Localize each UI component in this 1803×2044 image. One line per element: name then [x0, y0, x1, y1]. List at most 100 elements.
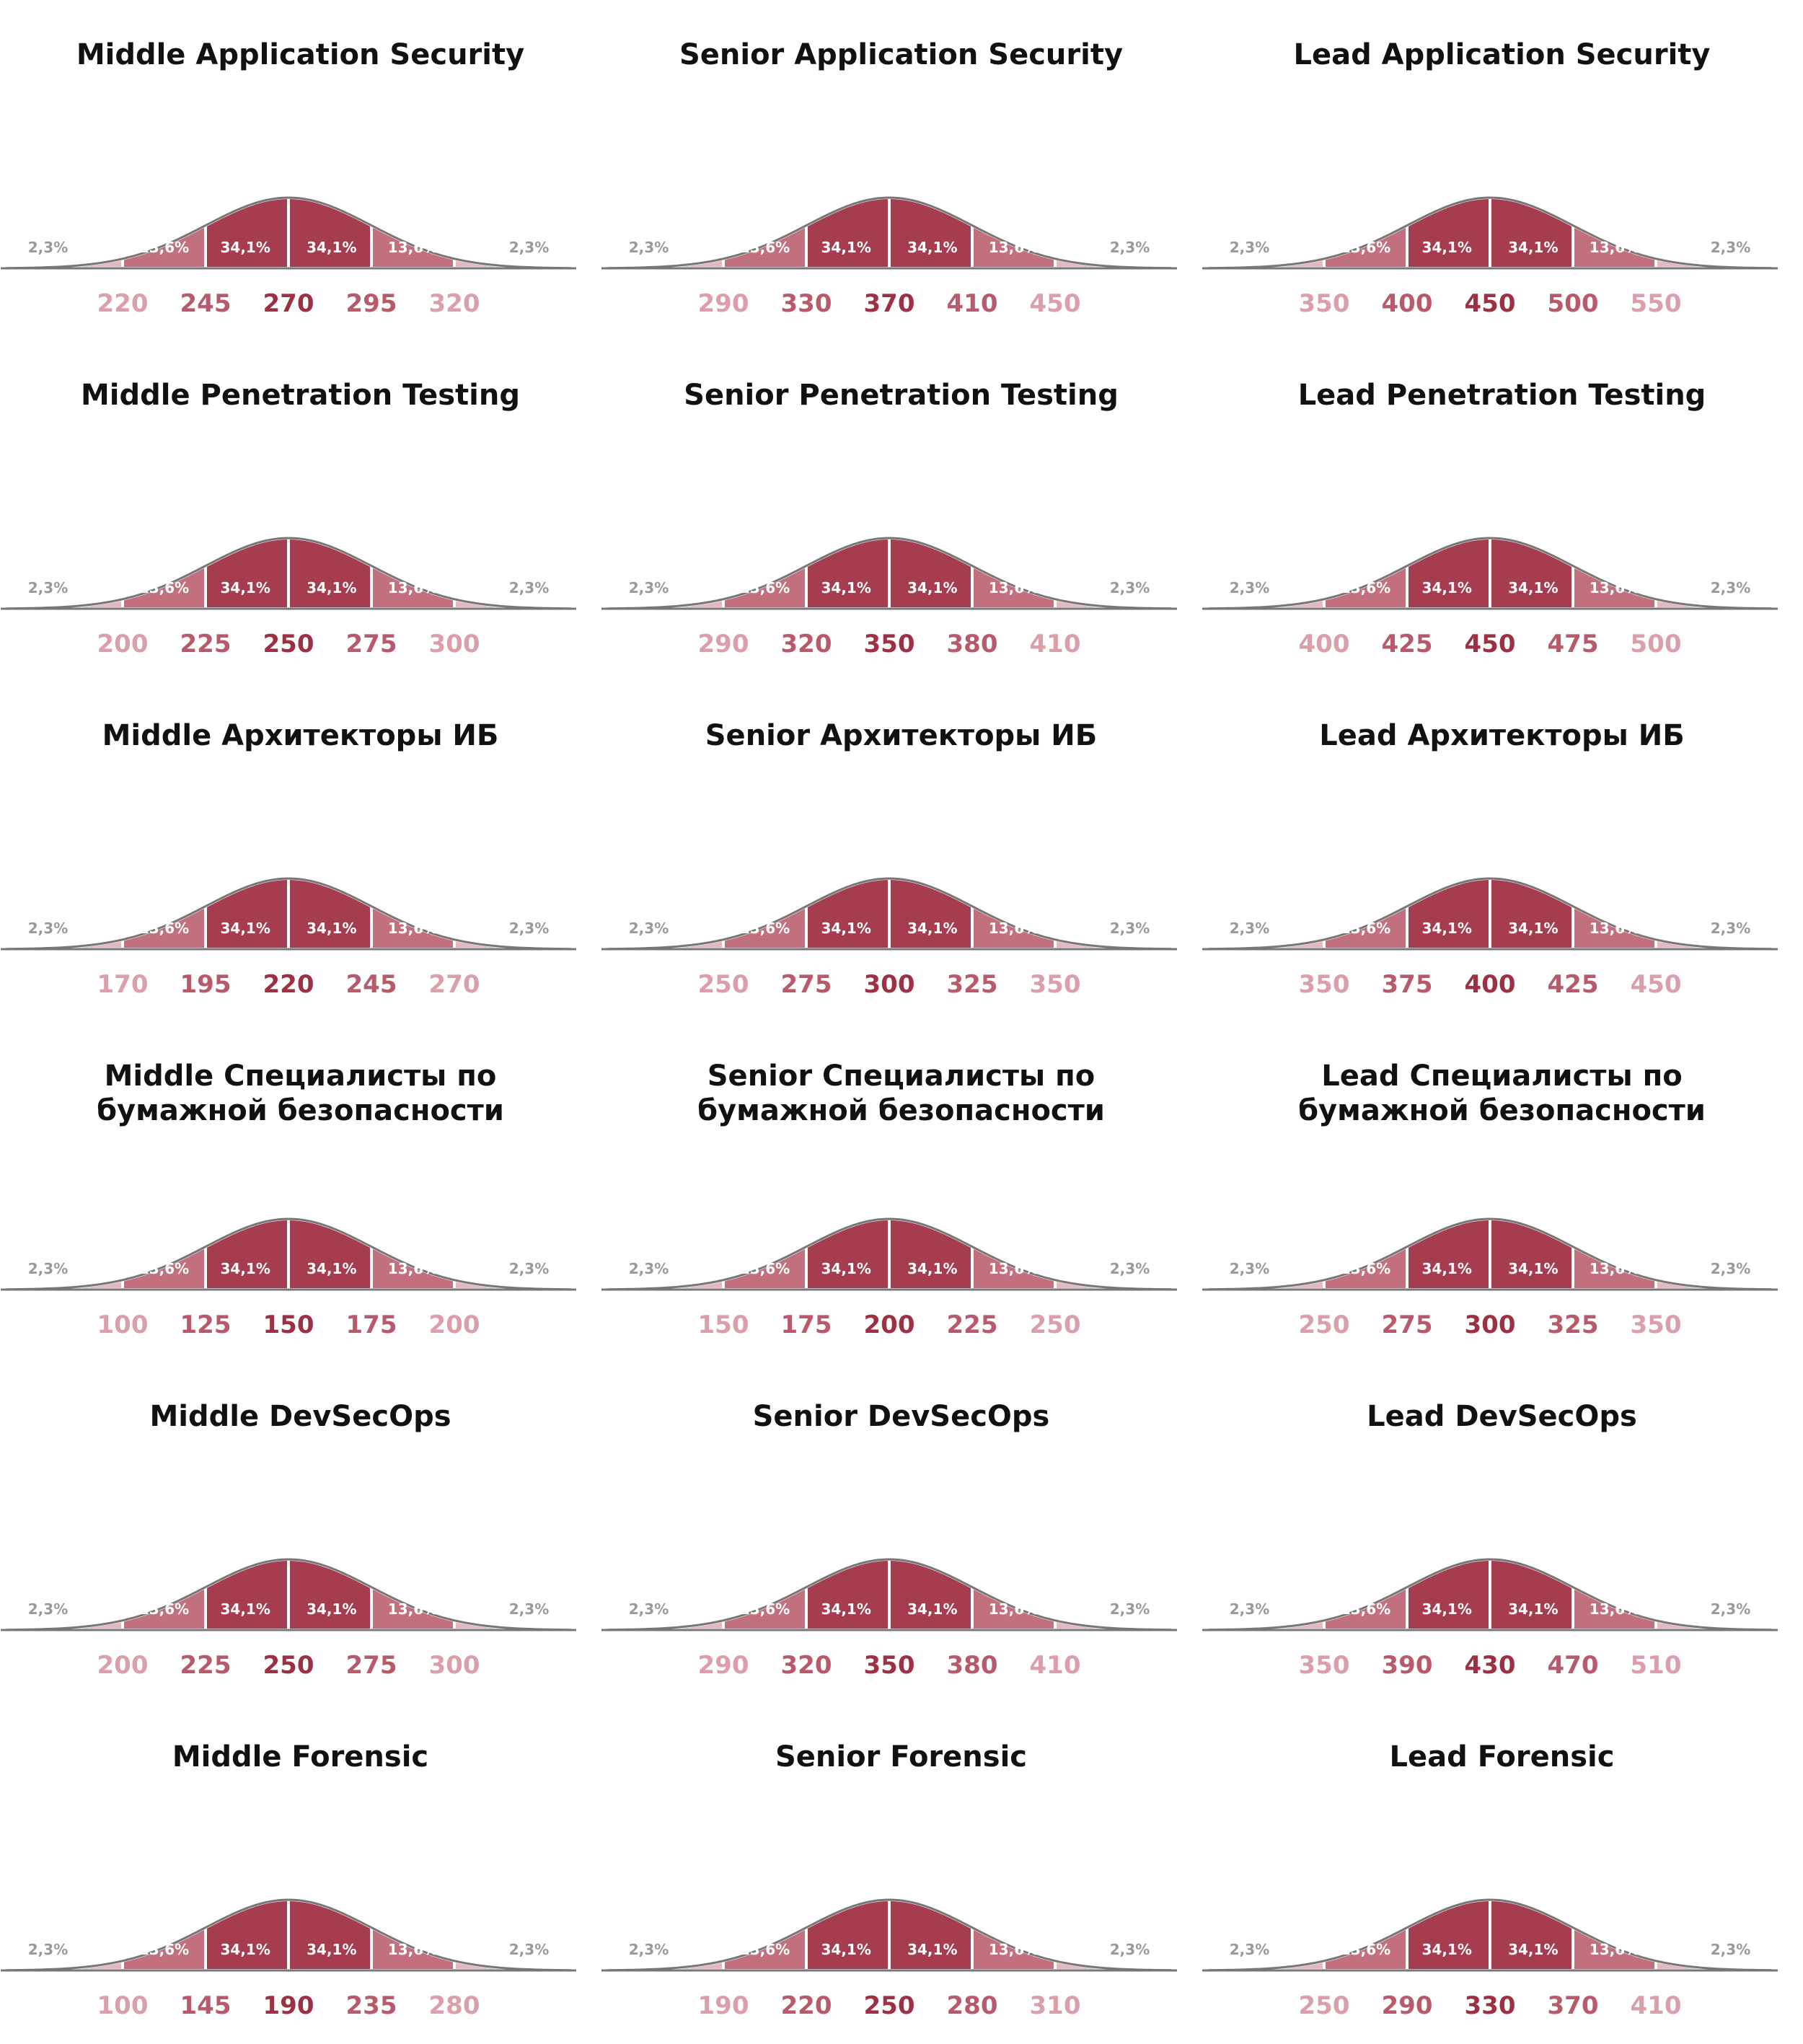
percent-label: 2,3% — [28, 1941, 68, 1958]
salary-tick-label: 380 — [947, 1651, 998, 1680]
salary-tick-label: 350 — [1299, 289, 1350, 318]
percent-label: 13,6% — [388, 1600, 438, 1618]
one-sigma-left-region — [1406, 536, 1491, 610]
salary-tick-label: 245 — [180, 289, 232, 318]
salary-tick-label: 325 — [947, 970, 998, 999]
curve-outline — [607, 196, 1172, 270]
chart-title-line: Lead Forensic — [1389, 1740, 1615, 1774]
percent-label: 2,3% — [509, 1260, 549, 1277]
curve-outline — [607, 877, 1172, 951]
distribution-chart: Lead Специалисты по бумажной безопасности… — [1202, 1021, 1802, 1362]
percent-label: 2,3% — [509, 1941, 549, 1958]
percent-label: 13,6% — [139, 1941, 189, 1958]
salary-tick-label: 195 — [180, 970, 232, 999]
salary-tick-label: 320 — [429, 289, 480, 318]
distribution-chart: Senior Penetration Testing 2,3% 13,6% 34,1%… — [601, 340, 1202, 681]
percent-label: 2,3% — [28, 1600, 68, 1618]
salary-tick-label: 300 — [429, 630, 480, 658]
percent-label: 34,1% — [1508, 239, 1558, 256]
one-sigma-left-region — [1406, 1557, 1491, 1631]
salary-tick-label: 250 — [1030, 1310, 1081, 1339]
percent-label: 2,3% — [1110, 1260, 1150, 1277]
salary-tick-label: 275 — [781, 970, 832, 999]
chart-title-line: Senior Архитекторы ИБ — [705, 719, 1098, 752]
curve-outline — [607, 1898, 1172, 1972]
percent-label: 2,3% — [1230, 579, 1269, 596]
curve-outline — [1207, 537, 1773, 610]
percent-label: 13,6% — [740, 239, 790, 256]
salary-tick-label: 375 — [1382, 970, 1433, 999]
one-sigma-left-region — [204, 1557, 290, 1631]
distribution-chart: Senior Архитекторы ИБ 2,3% 13,6% 34,1% 34,1%… — [601, 681, 1202, 1021]
salary-tick-label: 290 — [698, 630, 749, 658]
percent-label: 2,3% — [1711, 1600, 1750, 1618]
percent-label: 2,3% — [1110, 1600, 1150, 1618]
percent-label: 34,1% — [821, 1941, 871, 1958]
chart-title-line: бумажной безопасности — [697, 1094, 1105, 1127]
percent-label: 2,3% — [28, 239, 68, 256]
percent-label: 34,1% — [821, 239, 871, 256]
distribution-chart: Lead Архитекторы ИБ 2,3% 13,6% 34,1% 34,1% 13… — [1202, 681, 1802, 1021]
bell-curve: 2,3% 13,6% 34,1% 34,1% 13,6% 2,3% 350 390 430 470… — [1202, 1557, 1778, 1680]
percent-label: 34,1% — [221, 1600, 270, 1618]
bell-curve: 2,3% 13,6% 34,1% 34,1% 13,6% 2,3% 250 275 300 325… — [1202, 1217, 1778, 1339]
chart-title-line: Middle Penetration Testing — [80, 379, 520, 412]
bell-curve: 2,3% 13,6% 34,1% 34,1% 13,6% 2,3% 290 320 350 380… — [601, 536, 1177, 658]
distribution-chart: Middle Forensic 2,3% 13,6% 34,1% 34,1% 13,6% 2… — [0, 1702, 601, 2043]
curve-outline — [6, 196, 571, 270]
one-sigma-right-region — [1489, 1898, 1574, 1972]
one-sigma-left-region — [805, 195, 891, 270]
one-sigma-left-region — [204, 536, 290, 610]
salary-tick-label: 250 — [864, 1991, 915, 2020]
salary-tick-label: 550 — [1631, 289, 1682, 318]
percent-label: 13,6% — [1590, 1260, 1639, 1277]
salary-tick-label: 220 — [781, 1991, 832, 2020]
salary-tick-label: 350 — [1299, 970, 1350, 999]
chart-title-line: Lead DevSecOps — [1367, 1400, 1637, 1433]
percent-label: 2,3% — [1110, 579, 1150, 596]
chart-title: Senior Архитекторы ИБ — [601, 718, 1202, 753]
salary-tick-label: 300 — [864, 970, 915, 999]
chart-title-line: Middle Application Security — [76, 38, 525, 71]
salary-tick-label: 410 — [1030, 630, 1081, 658]
percent-label: 2,3% — [1230, 239, 1269, 256]
one-sigma-right-region — [888, 1898, 974, 1972]
salary-tick-label: 270 — [263, 289, 314, 318]
chart-title: Lead Forensic — [1202, 1740, 1802, 1774]
percent-label: 2,3% — [1230, 1600, 1269, 1618]
percent-label: 34,1% — [221, 579, 270, 596]
bell-curve: 2,3% 13,6% 34,1% 34,1% 13,6% 2,3% 350 400 450 500… — [1202, 195, 1778, 318]
percent-label: 13,6% — [740, 920, 790, 937]
percent-label: 13,6% — [1341, 1260, 1390, 1277]
salary-tick-label: 295 — [346, 289, 397, 318]
one-sigma-left-region — [805, 1898, 891, 1972]
percent-label: 13,6% — [740, 579, 790, 596]
salary-tick-label: 290 — [698, 1651, 749, 1680]
salary-tick-label: 325 — [1548, 1310, 1599, 1339]
one-sigma-left-region — [805, 1557, 891, 1631]
one-sigma-left-region — [204, 195, 290, 270]
salary-tick-label: 280 — [429, 1991, 480, 2020]
salary-tick-label: 250 — [698, 970, 749, 999]
chart-title: Lead Архитекторы ИБ — [1202, 718, 1802, 753]
distribution-chart: Senior DevSecOps 2,3% 13,6% 34,1% 34,1% 13,6%… — [601, 1362, 1202, 1702]
distribution-chart: Lead DevSecOps 2,3% 13,6% 34,1% 34,1% 13,6% 2,… — [1202, 1362, 1802, 1702]
curve-outline — [607, 1558, 1172, 1631]
one-sigma-right-region — [888, 1217, 974, 1291]
percent-label: 13,6% — [1590, 1600, 1639, 1618]
curve-outline — [1207, 1898, 1773, 1972]
distribution-chart: Middle DevSecOps 2,3% 13,6% 34,1% 34,1% 13,6%… — [0, 1362, 601, 1702]
percent-label: 34,1% — [907, 920, 957, 937]
one-sigma-right-region — [888, 195, 974, 270]
percent-label: 34,1% — [907, 579, 957, 596]
percent-label: 13,6% — [989, 239, 1039, 256]
bell-curve: 2,3% 13,6% 34,1% 34,1% 13,6% 2,3% 200 225 250 275… — [1, 536, 576, 658]
percent-label: 13,6% — [1341, 920, 1390, 937]
curve-outline — [6, 537, 571, 610]
percent-label: 13,6% — [1590, 920, 1639, 937]
curve-outline — [1207, 877, 1773, 951]
chart-title: Senior Специалисты по бумажной безопаснос… — [601, 1059, 1202, 1128]
chart-title: Senior Application Security — [601, 38, 1202, 72]
salary-tick-label: 450 — [1631, 970, 1682, 999]
